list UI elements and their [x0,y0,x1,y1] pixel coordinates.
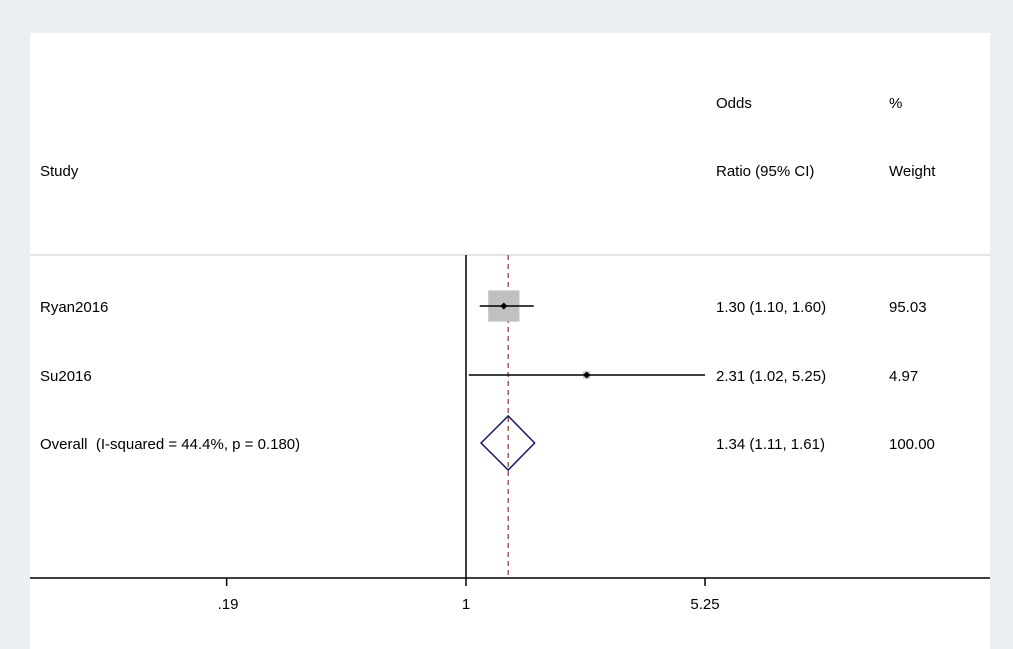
header-or-line1: Odds [716,95,752,112]
x-tick-label-2: 5.25 [690,596,719,613]
study-weight-su2016: 4.97 [889,368,918,385]
header-study: Study [40,163,79,180]
study-label-su2016: Su2016 [40,368,92,385]
plot-panel [30,33,990,649]
point-estimate-su2016 [583,371,591,379]
point-estimate-ryan2016 [500,302,508,310]
overall-diamond [479,414,536,472]
study-label-ryan2016: Ryan2016 [40,299,108,316]
header-or-line2: Ratio (95% CI) [716,163,814,180]
study-ci-ryan2016: 1.30 (1.10, 1.60) [716,299,826,316]
overall-label: Overall (I-squared = 44.4%, p = 0.180) [40,436,300,453]
study-ci-su2016: 2.31 (1.02, 5.25) [716,368,826,385]
header-weight-line1: % [889,95,902,112]
overall-weight: 100.00 [889,436,935,453]
study-weight-ryan2016: 95.03 [889,299,927,316]
overall-ci: 1.34 (1.11, 1.61) [716,436,825,453]
header-weight-line2: Weight [889,163,936,180]
x-tick-label-0: .19 [218,596,239,613]
x-tick-label-1: 1 [462,596,470,613]
